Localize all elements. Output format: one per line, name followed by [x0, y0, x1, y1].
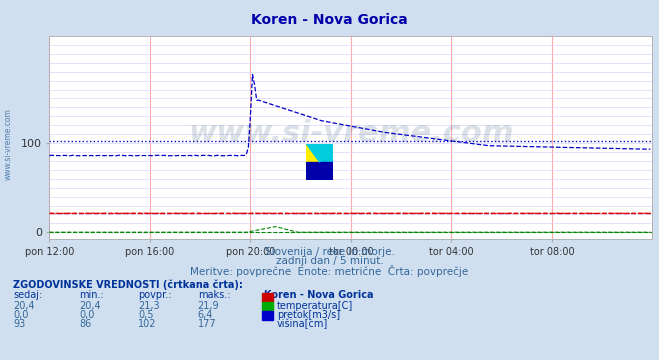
- Text: temperatura[C]: temperatura[C]: [277, 301, 353, 311]
- Text: pretok[m3/s]: pretok[m3/s]: [277, 310, 340, 320]
- Text: www.si-vreme.com: www.si-vreme.com: [4, 108, 13, 180]
- Text: 93: 93: [13, 319, 26, 329]
- Text: Slovenija / reke in morje.: Slovenija / reke in morje.: [264, 247, 395, 257]
- Text: 0,0: 0,0: [13, 310, 28, 320]
- Text: višina[cm]: višina[cm]: [277, 319, 328, 329]
- Polygon shape: [306, 144, 320, 162]
- Text: 20,4: 20,4: [79, 301, 101, 311]
- Text: sedaj:: sedaj:: [13, 290, 42, 300]
- Text: 86: 86: [79, 319, 92, 329]
- Text: zadnji dan / 5 minut.: zadnji dan / 5 minut.: [275, 256, 384, 266]
- Text: Koren - Nova Gorica: Koren - Nova Gorica: [251, 13, 408, 27]
- Polygon shape: [320, 144, 333, 162]
- Text: 102: 102: [138, 319, 157, 329]
- Text: 0,5: 0,5: [138, 310, 154, 320]
- Text: 21,9: 21,9: [198, 301, 219, 311]
- Text: 20,4: 20,4: [13, 301, 35, 311]
- Text: 0,0: 0,0: [79, 310, 94, 320]
- Text: 177: 177: [198, 319, 216, 329]
- Polygon shape: [306, 162, 333, 180]
- Text: ZGODOVINSKE VREDNOSTI (črtkana črta):: ZGODOVINSKE VREDNOSTI (črtkana črta):: [13, 279, 243, 289]
- Text: Meritve: povprečne  Enote: metrične  Črta: povprečje: Meritve: povprečne Enote: metrične Črta:…: [190, 265, 469, 276]
- Text: maks.:: maks.:: [198, 290, 230, 300]
- Text: www.si-vreme.com: www.si-vreme.com: [188, 119, 514, 148]
- Text: 6,4: 6,4: [198, 310, 213, 320]
- Text: Koren - Nova Gorica: Koren - Nova Gorica: [264, 290, 373, 300]
- Polygon shape: [306, 144, 333, 162]
- Text: min.:: min.:: [79, 290, 104, 300]
- Text: 21,3: 21,3: [138, 301, 160, 311]
- Text: povpr.:: povpr.:: [138, 290, 172, 300]
